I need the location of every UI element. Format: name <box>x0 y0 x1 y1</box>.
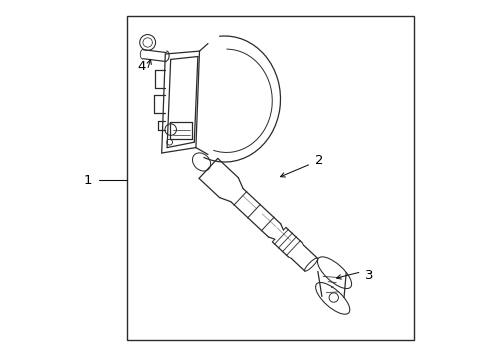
Text: 4: 4 <box>138 60 146 73</box>
Text: 1: 1 <box>83 174 92 186</box>
Bar <box>127 16 413 340</box>
Text: 3: 3 <box>365 269 373 282</box>
Text: 2: 2 <box>314 154 323 167</box>
